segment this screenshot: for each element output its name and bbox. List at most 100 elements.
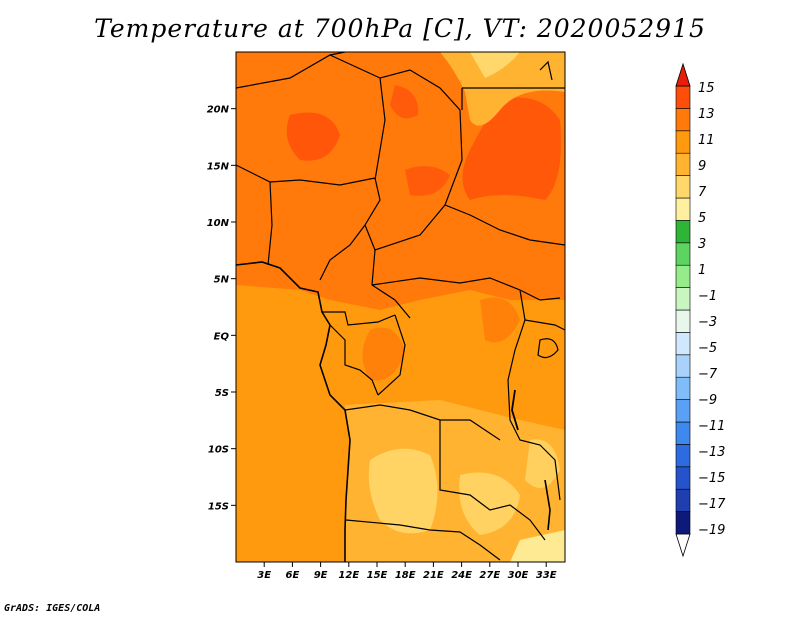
- lon-tick-label: 9E: [314, 570, 328, 581]
- colorbar-swatch: [675, 287, 691, 311]
- field-hot-niger: [390, 85, 419, 119]
- lon-tick-label: 33E: [536, 570, 557, 581]
- colorbar-label: −7: [698, 367, 718, 382]
- border-gabon: [329, 324, 379, 396]
- lon-tick-label: 18E: [395, 570, 416, 581]
- field-warm-gabon: [362, 327, 405, 381]
- field-cool-zambia: [459, 472, 520, 535]
- border-nigeria-north: [236, 164, 381, 281]
- colorbar-label: 1: [698, 263, 706, 278]
- colorbar-swatch: [675, 108, 691, 132]
- border-car-south: [371, 277, 541, 301]
- colorbar-swatch: [675, 130, 691, 154]
- lon-tick-label: 3E: [257, 570, 271, 581]
- lon-tick-label: 21E: [423, 570, 444, 581]
- colorbar-label: 11: [698, 133, 715, 148]
- lon-tick-label: 12E: [338, 570, 359, 581]
- red-sea-coast: [539, 60, 553, 81]
- colorbar-swatch: [675, 376, 691, 400]
- border-niger-west: [329, 54, 386, 181]
- border-uganda: [524, 319, 565, 331]
- latitude-axis: 20N 15N 10N 5N EQ 5S 10S 15S: [207, 105, 236, 512]
- colorbar-swatch: [675, 421, 691, 445]
- colorbar-swatch: [675, 354, 691, 378]
- lat-tick-label: 5N: [214, 275, 230, 286]
- lon-tick-label: 15E: [367, 570, 388, 581]
- border-benin: [267, 181, 273, 266]
- border-congo: [377, 314, 406, 396]
- colorbar-swatch: [675, 332, 691, 356]
- lon-tick-label: 24E: [451, 570, 472, 581]
- lon-tick-label: 30E: [508, 570, 529, 581]
- field-hot-sudan: [462, 97, 561, 200]
- colorbar-swatch: [675, 444, 691, 468]
- atlantic-coastline: [236, 261, 351, 562]
- colorbar-swatch: [675, 220, 691, 244]
- lake-tanganyika: [511, 389, 519, 431]
- colorbar-arrow-low: [675, 533, 691, 558]
- colorbar-swatch: [675, 511, 691, 535]
- field-cool-angola: [368, 448, 438, 534]
- colorbar-swatch: [675, 488, 691, 512]
- colorbar-label: −17: [698, 497, 726, 512]
- border-south-sudan: [539, 297, 561, 301]
- colorbar-label: −19: [698, 523, 725, 538]
- colorbar-swatch: [675, 466, 691, 490]
- border-car-north: [374, 204, 565, 251]
- longitude-axis: 3E 6E 9E 12E 15E 18E 21E 24E 27E 30E 33E: [257, 562, 557, 581]
- grads-credit: GrADS: IGES/COLA: [4, 603, 101, 614]
- lat-tick-label: 15N: [207, 161, 230, 172]
- field-warm-drc-north: [480, 297, 520, 343]
- field-hot-mali: [286, 112, 340, 161]
- colorbar-swatch: [675, 85, 691, 109]
- border-namibia: [345, 519, 501, 561]
- lat-tick-label: 10S: [208, 445, 229, 456]
- lat-tick-label: 10N: [207, 218, 230, 229]
- lake-victoria: [537, 338, 559, 359]
- border-eq-guinea: [322, 311, 396, 326]
- colorbar-label: 13: [698, 107, 715, 122]
- map-title: Temperature at 700hPa [C], VT: 202005291…: [94, 14, 706, 43]
- colorbar-label: −11: [698, 419, 725, 434]
- colorbar-label: 5: [698, 211, 706, 226]
- border-chad-libya: [379, 69, 463, 206]
- colorbar-label: 9: [698, 159, 706, 174]
- lon-tick-label: 27E: [479, 570, 500, 581]
- colorbar-swatch: [675, 197, 691, 221]
- field-atlantic: [236, 290, 345, 562]
- field-hot-chad: [405, 166, 450, 196]
- colorbar-label: 15: [698, 81, 715, 96]
- lon-tick-label: 6E: [286, 570, 300, 581]
- field-cooler-egypt: [470, 52, 520, 78]
- lat-tick-label: 15S: [208, 501, 229, 512]
- country-borders: [236, 52, 565, 562]
- colorbar-swatch: [675, 152, 691, 176]
- colorbar-label: −1: [698, 289, 717, 304]
- lat-tick-label: 5S: [215, 388, 229, 399]
- colorbar-label: −3: [698, 315, 717, 330]
- field-coolest-south: [510, 530, 565, 562]
- colorbar-swatch: [675, 309, 691, 333]
- colorbar-label: −9: [698, 393, 717, 408]
- colorbar-swatch: [675, 264, 691, 288]
- colorbar-swatch: [675, 175, 691, 199]
- colorbar-label: 3: [698, 237, 706, 252]
- lat-tick-label: EQ: [214, 331, 230, 342]
- border-algeria-mali: [236, 52, 346, 89]
- border-angola-zambia: [439, 420, 546, 541]
- border-drc-east: [507, 289, 561, 501]
- colorbar-swatch: [675, 399, 691, 423]
- field-cool-egypt: [440, 52, 565, 126]
- colorbar-swatch: [675, 242, 691, 266]
- lat-tick-label: 20N: [207, 105, 230, 116]
- colorbar-arrow-high: [675, 62, 691, 87]
- colorbar-label: 7: [698, 185, 707, 200]
- map-frame: [235, 51, 566, 563]
- colorbar-label: −13: [698, 445, 725, 460]
- field-cool-east: [525, 439, 560, 488]
- lake-malawi: [544, 479, 551, 531]
- colorbar-label: −15: [698, 471, 725, 486]
- colorbar: 15 13 11 9 7 5 3 1 −1 −3 −5 −7 −9 −11 −13 −15 −17 −19: [675, 62, 726, 558]
- colorbar-label: −5: [698, 341, 717, 356]
